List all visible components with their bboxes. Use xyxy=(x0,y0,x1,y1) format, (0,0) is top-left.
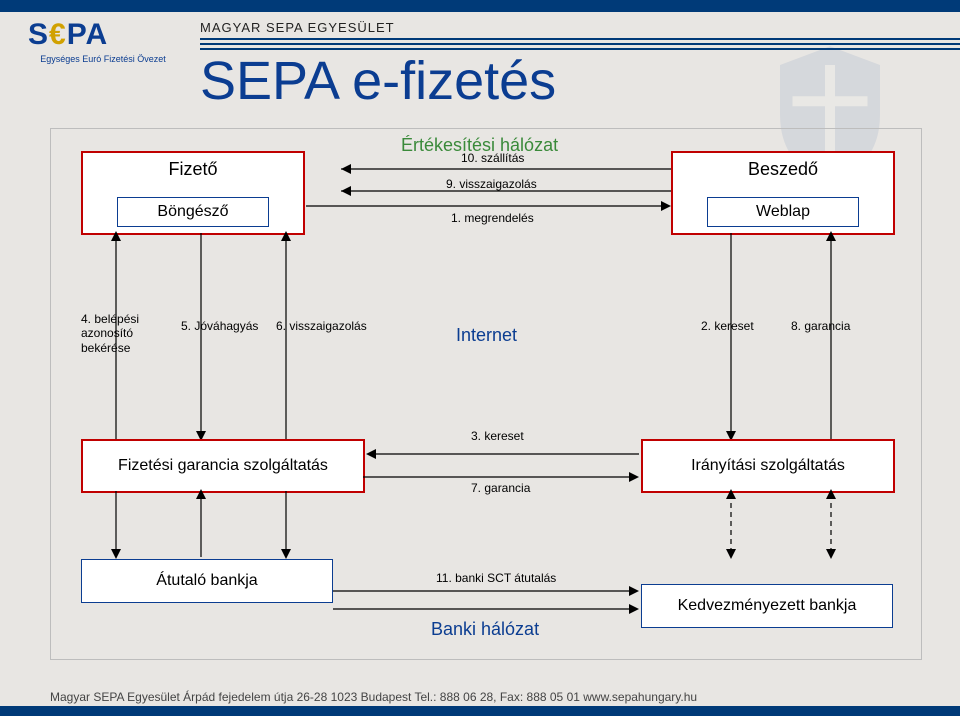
payer-box: Fizető Böngésző xyxy=(81,151,305,235)
pay-guarantee-label: Fizetési garancia szolgáltatás xyxy=(118,457,328,475)
arrow-label-11: 11. banki SCT átutalás xyxy=(436,571,556,585)
collector-label: Beszedő xyxy=(673,159,893,180)
logo-text: S€PA xyxy=(28,18,178,52)
diagram-frame: Értékesítési hálózat Fizető Böngésző Bes… xyxy=(50,128,922,660)
left-down-arrows xyxy=(106,489,306,559)
beneficiary-bank-label: Kedvezményezett bankja xyxy=(678,597,857,615)
right-vertical-arrows xyxy=(721,231,881,441)
routing-service-label: Irányítási szolgáltatás xyxy=(691,457,845,475)
arrow-label-10: 10. szállítás xyxy=(461,151,524,165)
footer-text: Magyar SEPA Egyesület Árpád fejedelem út… xyxy=(50,690,697,704)
logo-euro: € xyxy=(49,18,67,51)
payer-label: Fizető xyxy=(83,159,303,180)
arrow-label-7: 7. garancia xyxy=(471,481,530,495)
arrow-label-9: 9. visszaigazolás xyxy=(446,177,537,191)
bank-network-label: Banki hálózat xyxy=(431,619,539,640)
header-bar xyxy=(0,0,960,12)
webpage-label: Weblap xyxy=(756,203,810,221)
arrow-label-3: 3. kereset xyxy=(471,429,524,443)
browser-label: Böngésző xyxy=(157,203,228,221)
webpage-box: Weblap xyxy=(707,197,859,227)
payer-bank-box: Átutaló bankja xyxy=(81,559,333,603)
org-name: MAGYAR SEPA EGYESÜLET xyxy=(200,20,395,35)
payer-bank-label: Átutaló bankja xyxy=(156,572,257,590)
collector-box: Beszedő Weblap xyxy=(671,151,895,235)
left-vertical-arrows xyxy=(106,231,306,441)
slide-title: SEPA e-fizetés xyxy=(200,50,556,112)
slide-page: S€PA Egységes Euró Fizetési Övezet MAGYA… xyxy=(0,0,960,716)
footer-bar xyxy=(0,706,960,716)
arrow-label-1: 1. megrendelés xyxy=(451,211,534,225)
internet-label: Internet xyxy=(456,325,517,346)
sepa-logo: S€PA Egységes Euró Fizetési Övezet xyxy=(28,18,178,64)
browser-box: Böngésző xyxy=(117,197,269,227)
right-dashed-arrows xyxy=(721,489,881,559)
beneficiary-bank-box: Kedvezményezett bankja xyxy=(641,584,893,628)
routing-service-box: Irányítási szolgáltatás xyxy=(641,439,895,493)
logo-subtitle: Egységes Euró Fizetési Övezet xyxy=(28,54,178,64)
pay-guarantee-box: Fizetési garancia szolgáltatás xyxy=(81,439,365,493)
bank-arrows xyxy=(331,581,641,621)
